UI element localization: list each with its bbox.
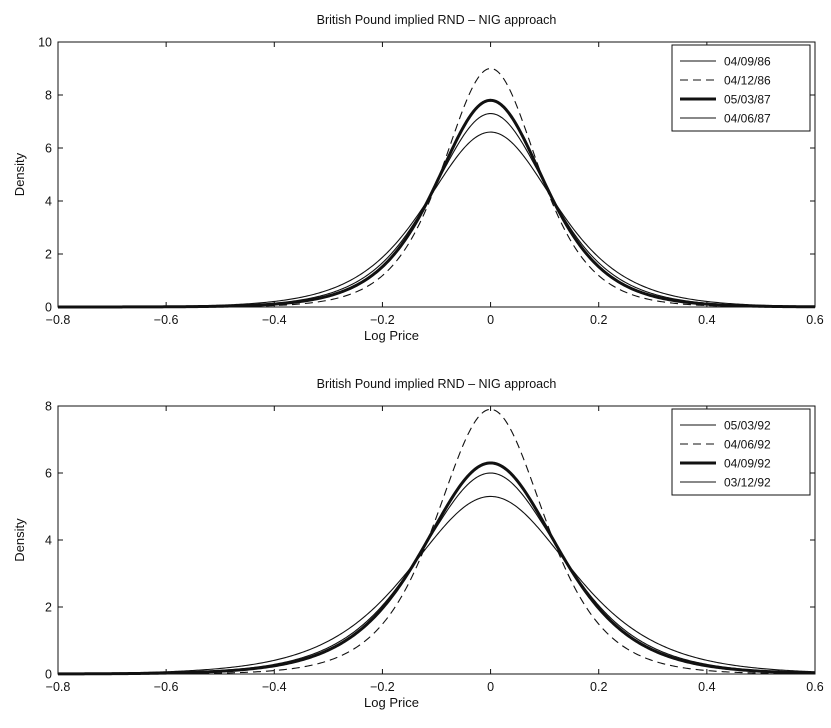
x-tick-label: 0.2: [590, 680, 607, 694]
chart-title: British Pound implied RND – NIG approach: [317, 13, 557, 27]
x-tick-label: −0.8: [46, 313, 71, 327]
chart-title: British Pound implied RND – NIG approach: [317, 377, 557, 391]
legend-label: 04/12/86: [724, 74, 771, 88]
x-tick-label: −0.4: [262, 680, 287, 694]
legend-label: 04/06/87: [724, 112, 771, 126]
y-axis-label: Density: [12, 152, 27, 196]
legend-box: [671, 44, 811, 132]
legend-box: [671, 408, 811, 496]
y-tick-label: 2: [45, 601, 52, 615]
legend-label: 04/09/92: [724, 457, 771, 471]
legend-label: 05/03/92: [724, 419, 771, 433]
x-tick-label: 0: [487, 313, 494, 327]
y-tick-label: 6: [45, 467, 52, 481]
y-tick-label: 0: [45, 301, 52, 315]
plot-frame: [57, 41, 816, 308]
x-tick-label: −0.2: [370, 313, 395, 327]
series-line-3: [58, 461, 816, 676]
x-tick-label: 0.6: [806, 680, 823, 694]
legend-label: 04/09/86: [724, 55, 771, 69]
y-tick-label: 10: [38, 36, 52, 50]
y-tick-label: 2: [45, 248, 52, 262]
x-tick-label: 0: [487, 680, 494, 694]
legend: 04/09/86 04/12/86 05/03/87 04/06/87: [671, 44, 811, 132]
y-axis-label: Density: [12, 518, 27, 562]
series-line-2: [57, 408, 815, 675]
legend-label: 05/03/87: [724, 93, 771, 107]
y-tick-label: 6: [45, 142, 52, 156]
x-tick-label: −0.4: [262, 313, 287, 327]
x-tick-label: 0.6: [806, 313, 823, 327]
y-tick-label: 4: [45, 534, 52, 548]
legend-label: 04/06/92: [724, 438, 771, 452]
x-axis-label: Log Price: [364, 328, 419, 343]
y-tick-label: 0: [45, 668, 52, 682]
x-tick-label: −0.6: [154, 313, 179, 327]
series-line-1: [57, 113, 816, 308]
y-tick-label: 8: [45, 89, 52, 103]
x-tick-label: 0.2: [590, 313, 607, 327]
x-axis-label: Log Price: [364, 695, 419, 710]
y-tick-label: 4: [45, 195, 52, 209]
x-tick-label: −0.2: [370, 680, 395, 694]
x-tick-label: −0.8: [46, 680, 71, 694]
x-tick-label: −0.6: [154, 680, 179, 694]
series-line-1: [57, 472, 816, 675]
x-tick-label: 0.4: [698, 680, 715, 694]
series-line-2: [58, 67, 815, 308]
chart-panel-1: British Pound implied RND – NIG approach…: [12, 13, 824, 343]
legend: 05/03/92 04/06/92 04/09/92 03/12/92: [671, 408, 811, 496]
series-line-4: [57, 495, 816, 675]
chart-panel-2: British Pound implied RND – NIG approach…: [12, 377, 824, 710]
series-line-4: [58, 131, 816, 308]
x-tick-label: 0.4: [698, 313, 715, 327]
y-tick-label: 8: [45, 400, 52, 414]
legend-label: 03/12/92: [724, 476, 771, 490]
